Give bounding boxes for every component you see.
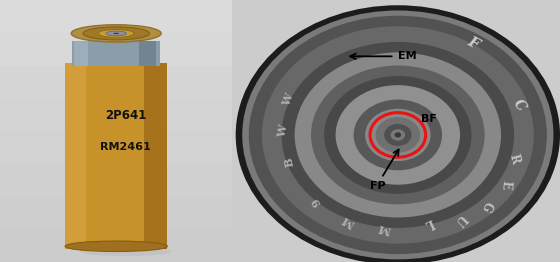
Text: RM2461: RM2461 (100, 142, 151, 152)
Ellipse shape (83, 27, 150, 40)
Bar (0, 66, 232, 98)
Circle shape (335, 85, 460, 185)
Circle shape (282, 42, 514, 228)
Ellipse shape (113, 33, 119, 34)
Bar (0, 229, 232, 262)
Bar (0, 196, 232, 229)
Text: 2P641: 2P641 (105, 109, 146, 122)
Circle shape (324, 76, 472, 194)
Text: BF: BF (421, 114, 437, 124)
Ellipse shape (71, 25, 161, 42)
Bar (0, 131, 232, 164)
Text: U: U (452, 211, 468, 227)
Bar (72, 41, 160, 66)
Circle shape (311, 66, 484, 204)
Text: R: R (507, 152, 522, 165)
Circle shape (236, 5, 560, 262)
Circle shape (262, 26, 534, 244)
Circle shape (249, 16, 547, 254)
Circle shape (395, 132, 401, 138)
Bar (0, 164, 232, 196)
Bar (100, 63, 135, 249)
Text: C: C (510, 96, 528, 113)
Ellipse shape (80, 247, 171, 256)
Circle shape (391, 129, 405, 141)
Text: EM: EM (398, 51, 417, 61)
Bar (144, 63, 167, 249)
Circle shape (376, 117, 420, 153)
Circle shape (384, 124, 412, 146)
Circle shape (353, 100, 442, 170)
Text: FP: FP (370, 181, 386, 191)
Text: 9: 9 (309, 195, 323, 208)
Bar (0, 33, 232, 66)
Ellipse shape (99, 29, 134, 37)
Ellipse shape (65, 241, 167, 252)
Bar (65, 63, 86, 249)
Text: B: B (283, 157, 296, 168)
Bar (0, 0, 232, 33)
Bar (74, 41, 88, 66)
Text: G: G (478, 198, 494, 213)
Text: W: W (281, 92, 295, 107)
Ellipse shape (106, 31, 127, 36)
Bar (65, 63, 167, 249)
Bar (0, 98, 232, 131)
Circle shape (295, 52, 501, 217)
Bar (139, 41, 156, 66)
Text: M: M (377, 222, 392, 235)
Circle shape (365, 109, 431, 161)
Text: E: E (499, 180, 513, 190)
Circle shape (242, 10, 553, 259)
Text: L: L (422, 215, 436, 230)
Text: W: W (277, 124, 290, 138)
Text: M: M (340, 214, 357, 229)
Text: F: F (465, 35, 481, 52)
